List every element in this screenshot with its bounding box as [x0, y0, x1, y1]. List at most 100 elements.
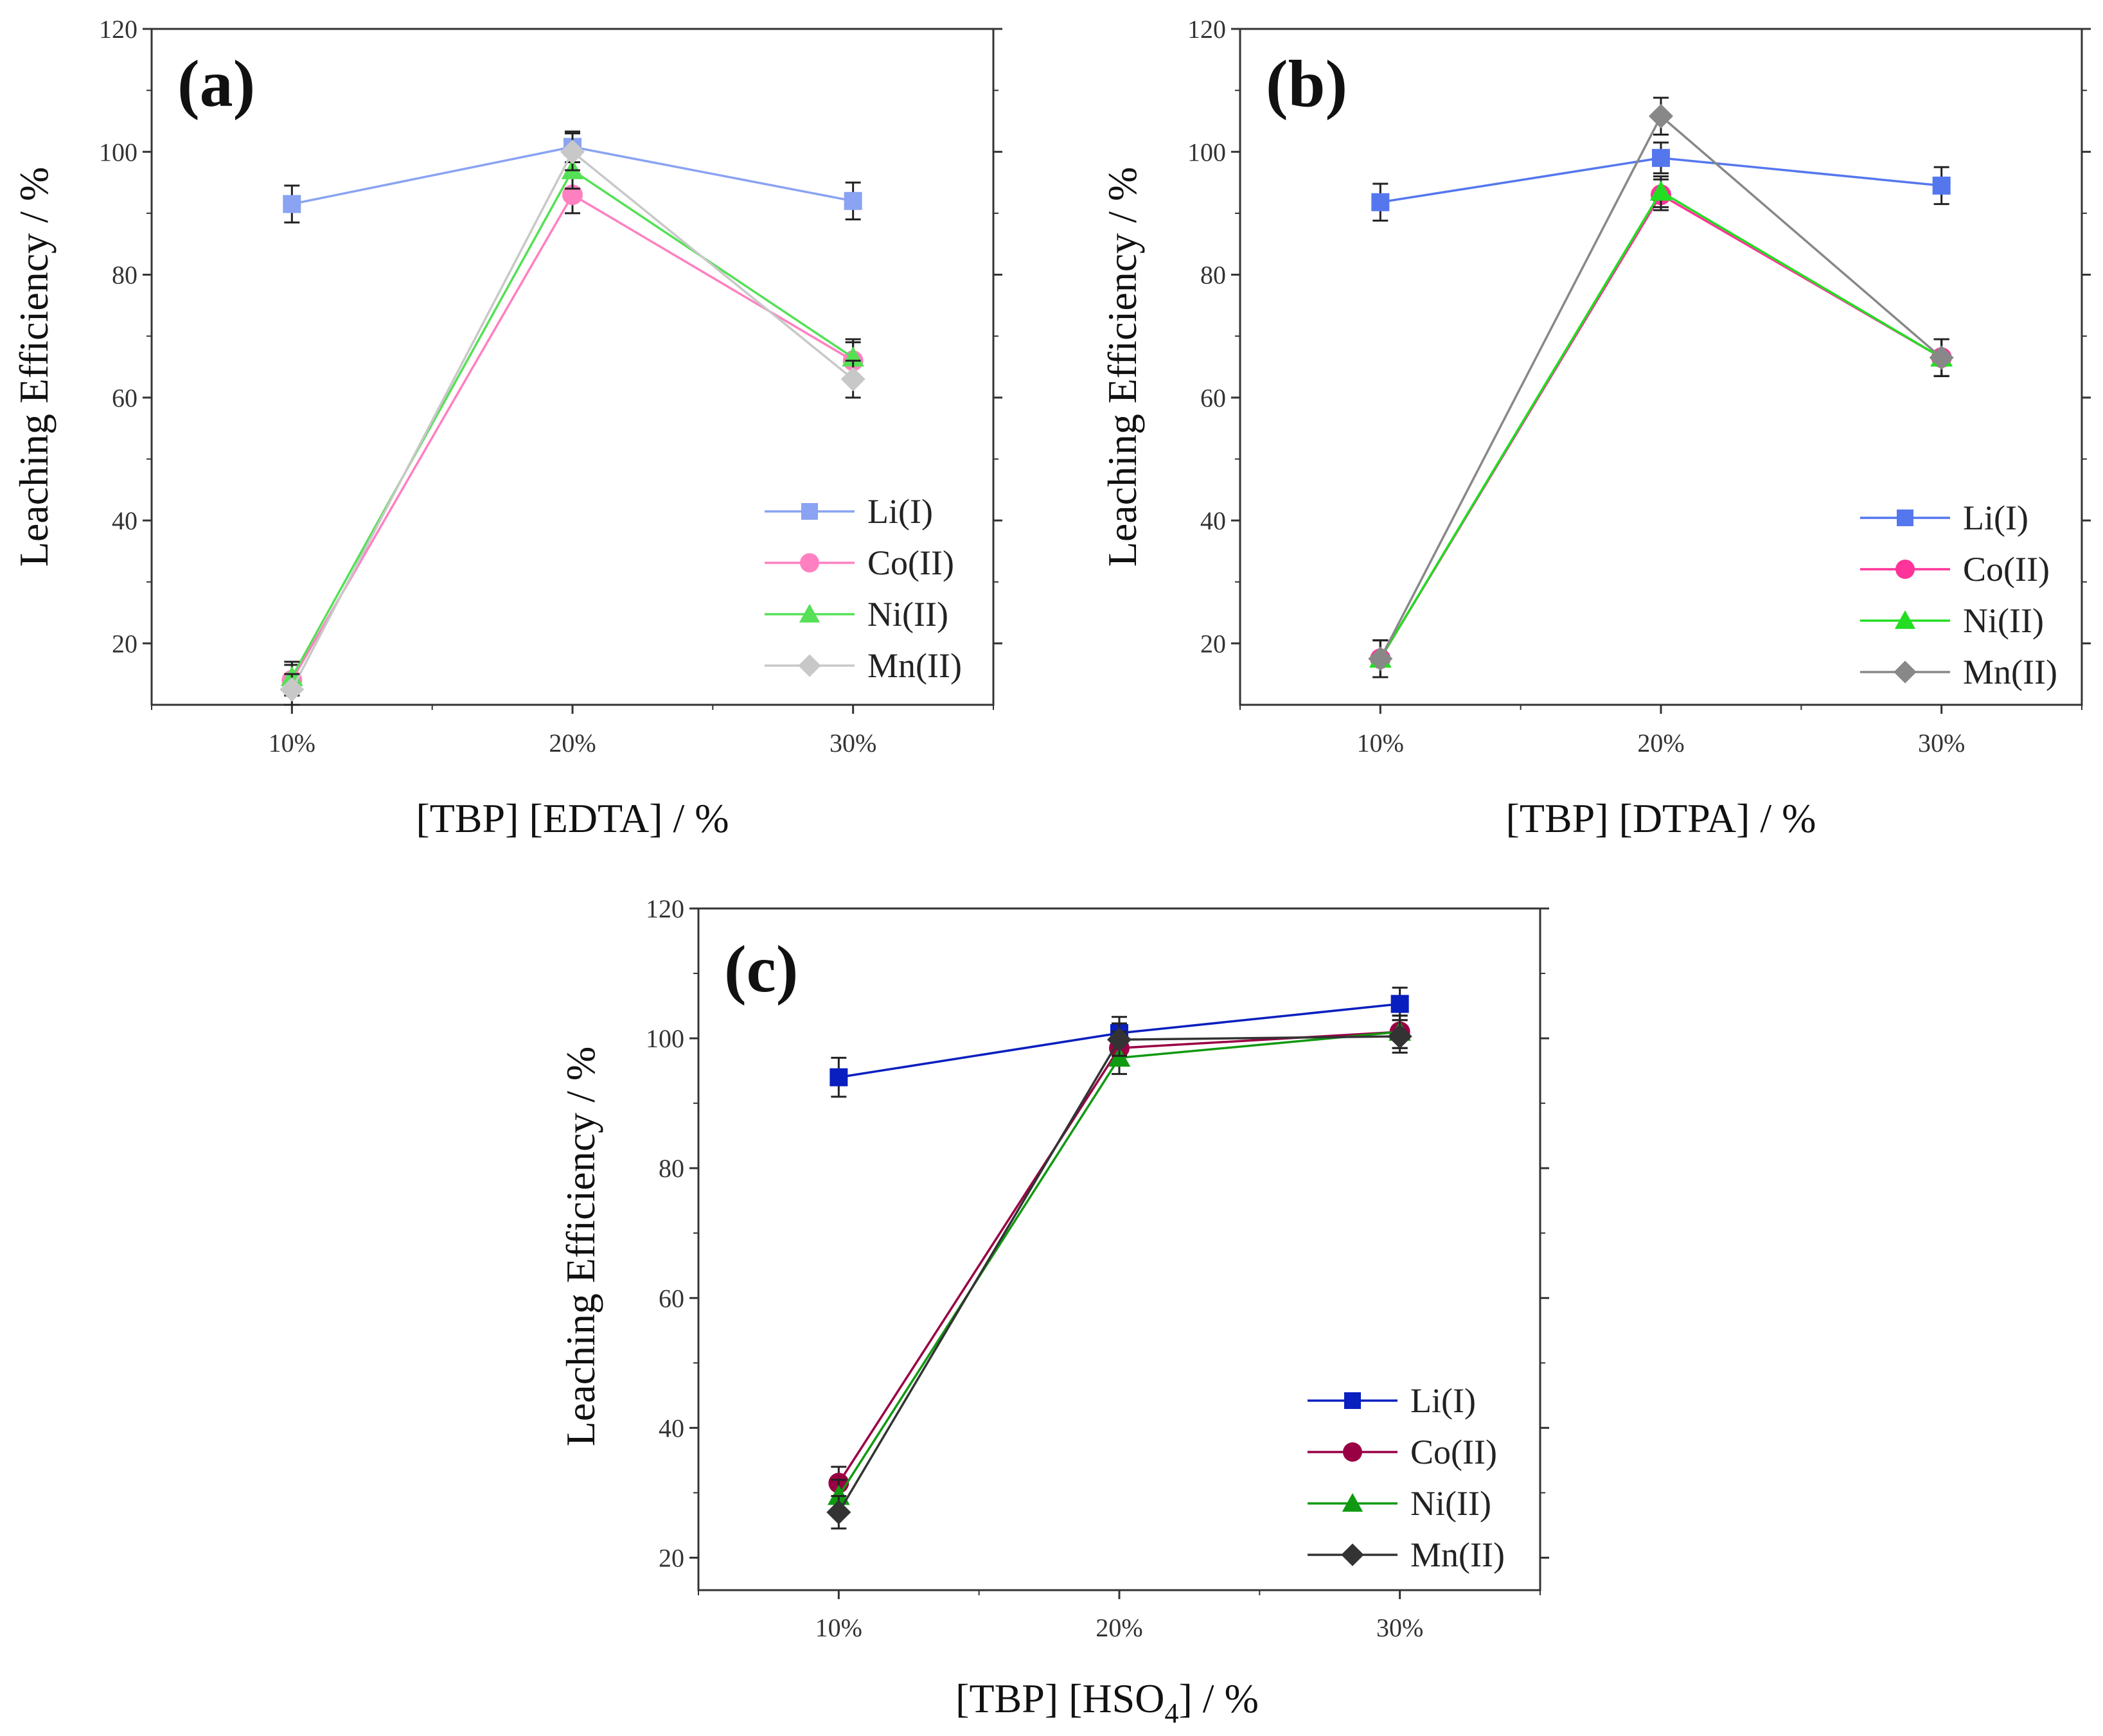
series-line [837, 1031, 1400, 1484]
series-Co(II) [281, 175, 864, 697]
series-Mn(II) [280, 132, 865, 706]
x-axis-title: [TBP] [DTPA] / % [1506, 795, 1816, 841]
legend-marker [1342, 1492, 1363, 1512]
y-tick-label: 100 [646, 1024, 684, 1053]
legend-label: Ni(II) [867, 595, 948, 633]
data-point [1106, 1027, 1132, 1052]
legend-label: Li(I) [867, 492, 933, 531]
y-tick-label: 120 [646, 894, 684, 923]
data-point [1368, 646, 1393, 671]
legend-marker [800, 553, 819, 572]
legend-marker [1341, 1543, 1364, 1566]
y-tick-label: 80 [1200, 261, 1226, 290]
panel-label: (c) [724, 932, 798, 1006]
legend-marker [1344, 1392, 1361, 1409]
y-axis-title: Leaching Efficiency / % [11, 167, 57, 567]
series-line [837, 1035, 1400, 1513]
y-axis-title: Leaching Efficiency / % [1099, 167, 1145, 567]
legend-label: Mn(II) [1410, 1536, 1505, 1574]
data-point [840, 367, 865, 392]
panel-2: 20 40 60 80 100 120 10% 20% 30% Leaching Efficien… [1099, 15, 2091, 841]
series-line [290, 168, 854, 678]
y-tick-label: 120 [1187, 15, 1226, 44]
series-line [837, 1031, 1400, 1497]
legend-marker [1894, 610, 1916, 629]
y-tick-label: 60 [112, 384, 138, 412]
y-tick-label: 60 [1200, 384, 1226, 412]
panel-label: (b) [1266, 47, 1347, 121]
x-tick-label: 20% [549, 729, 596, 757]
panel-label: (a) [177, 47, 255, 121]
data-point [1371, 193, 1390, 211]
legend-marker [1895, 560, 1915, 579]
x-axis-title-subscript: 4 [1164, 1697, 1178, 1729]
data-point [562, 184, 583, 206]
data-point [826, 1500, 851, 1525]
legend-label: Li(I) [1410, 1381, 1476, 1420]
data-point [844, 191, 862, 210]
x-axis-title: [TBP] [HSO4] / % [955, 1676, 1259, 1729]
panel-1: 20 40 60 80 100 120 10% 20% 30% Leaching Efficien… [11, 15, 1002, 841]
x-tick-label: 20% [1637, 729, 1684, 757]
data-point [1387, 1024, 1412, 1049]
y-tick-label: 40 [112, 506, 138, 535]
y-tick-label: 60 [659, 1284, 684, 1313]
x-tick-label: 10% [269, 729, 315, 757]
data-point [827, 1485, 850, 1505]
data-point [560, 139, 585, 164]
legend-label: Co(II) [1963, 550, 2050, 589]
series-Mn(II) [826, 1019, 1412, 1530]
x-tick-label: 20% [1096, 1613, 1142, 1642]
data-point [1649, 181, 1673, 201]
series-line [1379, 190, 1942, 660]
legend-marker [1894, 660, 1917, 684]
data-point [1390, 995, 1409, 1013]
data-point [280, 677, 305, 702]
x-tick-label: 10% [1357, 729, 1404, 757]
series-line [290, 193, 854, 681]
y-tick-label: 100 [99, 137, 138, 166]
x-tick-label: 10% [815, 1613, 862, 1642]
series-Ni(II) [827, 1014, 1412, 1514]
series-Ni(II) [1369, 175, 1953, 678]
legend-marker [798, 654, 821, 677]
y-tick-label: 80 [659, 1154, 684, 1183]
panel-3: 20 40 60 80 100 120 10% 20% 30% Leaching Efficien… [558, 894, 1549, 1729]
series-Li(I) [1371, 141, 1951, 222]
legend-marker [1343, 1442, 1362, 1462]
legend-label: Mn(II) [1963, 653, 2057, 691]
x-tick-label: 30% [1376, 1613, 1423, 1642]
legend-label: Co(II) [867, 544, 954, 582]
series-Co(II) [1370, 178, 1952, 678]
data-point [830, 1068, 848, 1086]
series-Co(II) [828, 1014, 1410, 1501]
x-axis-title: [TBP] [EDTA] / % [416, 795, 729, 841]
data-point [1932, 176, 1951, 195]
x-tick-label: 30% [1918, 729, 1965, 757]
legend-marker [799, 603, 821, 623]
data-point [1929, 345, 1954, 370]
legend-marker [801, 503, 818, 520]
y-tick-label: 20 [1200, 629, 1226, 658]
legend-marker [1897, 509, 1913, 526]
legend-label: Ni(II) [1963, 601, 2044, 640]
data-point [283, 195, 301, 213]
legend-label: Li(I) [1963, 499, 2028, 537]
x-tick-label: 30% [830, 729, 876, 757]
series-Mn(II) [1368, 96, 1954, 678]
x-axis-title-suffix: ] / % [1178, 1676, 1258, 1721]
y-tick-label: 120 [99, 15, 138, 44]
legend-label: Ni(II) [1410, 1484, 1491, 1523]
y-axis-title: Leaching Efficiency / % [558, 1047, 603, 1447]
legend-label: Co(II) [1410, 1433, 1497, 1471]
series-line [290, 150, 854, 690]
y-tick-label: 40 [1200, 506, 1226, 535]
y-tick-label: 20 [112, 629, 138, 658]
series-line [1379, 193, 1942, 660]
data-point [1652, 148, 1670, 167]
y-tick-label: 80 [112, 261, 138, 290]
legend-label: Mn(II) [867, 646, 962, 685]
y-tick-label: 40 [659, 1413, 684, 1442]
series-Ni(II) [280, 150, 865, 694]
